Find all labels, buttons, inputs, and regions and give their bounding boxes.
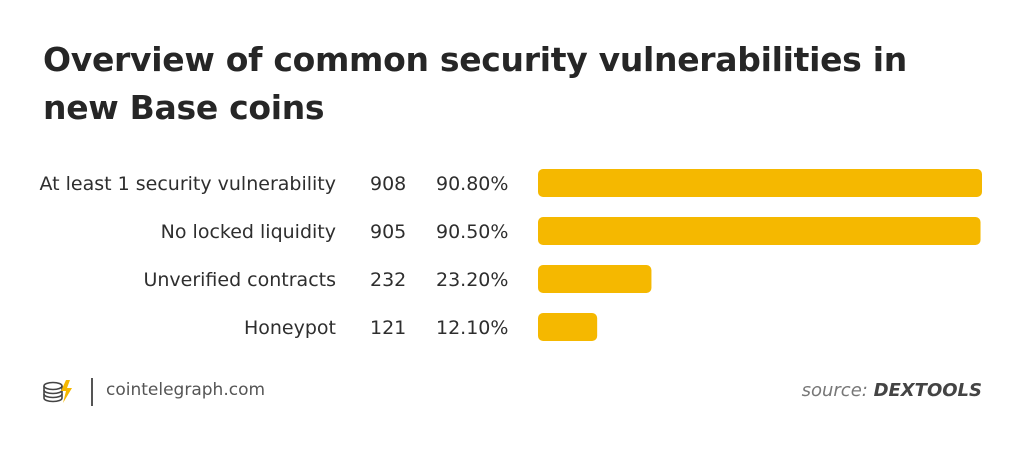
- category-label: Unverified contracts: [143, 269, 336, 291]
- percent-label: 12.10%: [436, 317, 508, 339]
- source-credit: source: DEXTOOLS: [802, 380, 982, 401]
- site-name: cointelegraph.com: [106, 380, 266, 400]
- count-label: 908: [370, 173, 406, 195]
- source-name: DEXTOOLS: [873, 380, 982, 401]
- percent-label: 23.20%: [436, 269, 508, 291]
- bar: [538, 313, 598, 341]
- category-label: No locked liquidity: [161, 221, 336, 243]
- percent-label: 90.80%: [436, 173, 508, 195]
- count-label: 905: [370, 221, 406, 243]
- footer-divider: [91, 378, 93, 406]
- count-label: 232: [370, 269, 406, 291]
- category-label: At least 1 security vulnerability: [39, 173, 336, 195]
- category-label: Honeypot: [244, 317, 336, 339]
- bar: [538, 217, 981, 245]
- count-label: 121: [370, 317, 406, 339]
- percent-label: 90.50%: [436, 221, 508, 243]
- cointelegraph-logo-icon: [43, 380, 72, 403]
- bar: [538, 265, 652, 293]
- chart-title: Overview of common security vulnerabilit…: [43, 40, 907, 127]
- source-prefix: source:: [801, 380, 868, 401]
- bar: [538, 169, 982, 197]
